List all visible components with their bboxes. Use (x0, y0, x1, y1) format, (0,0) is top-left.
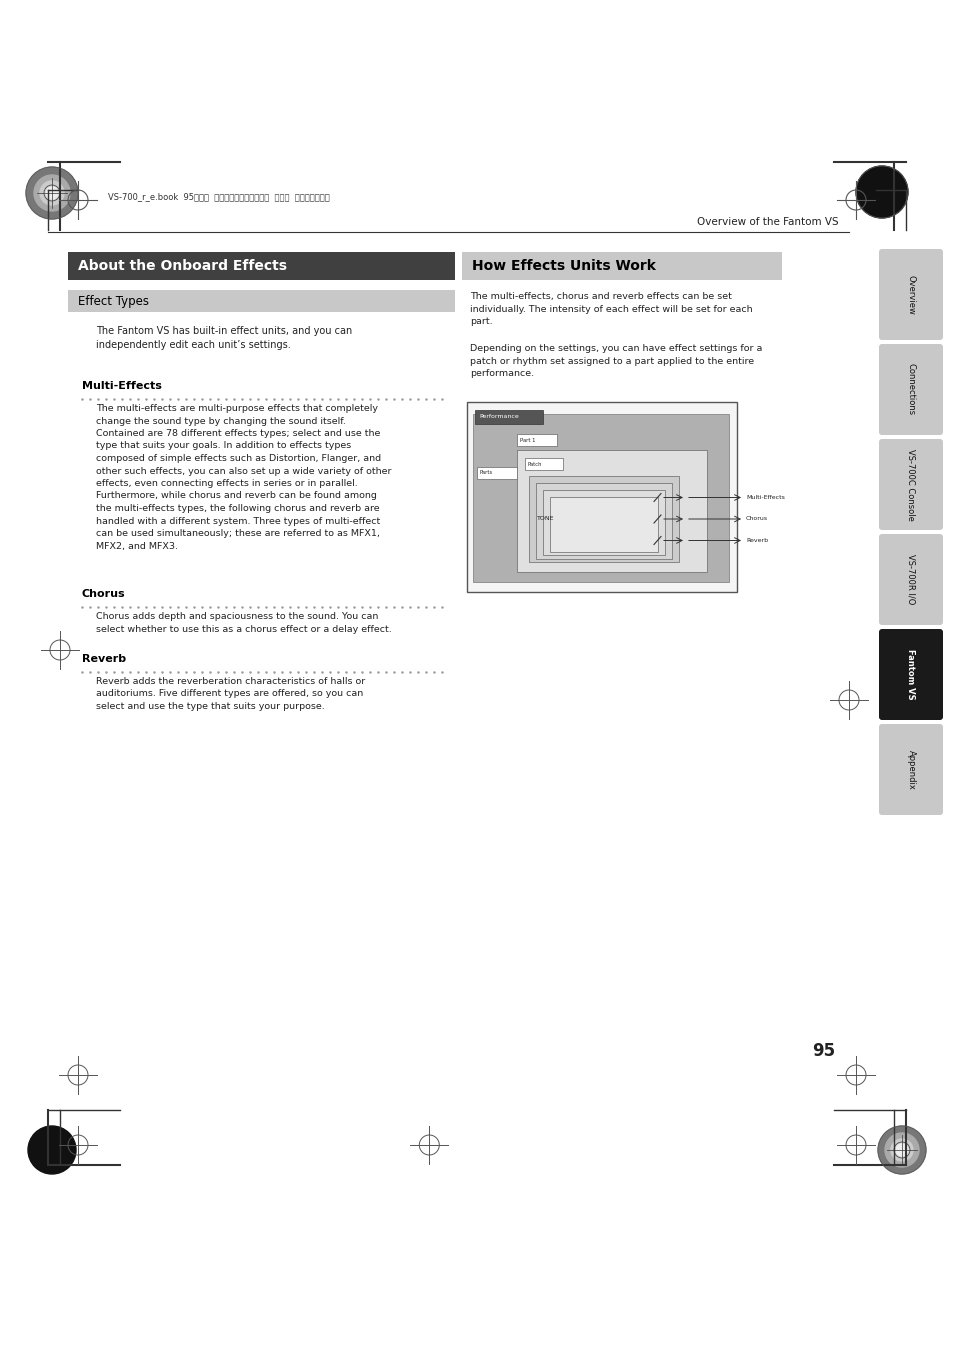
FancyBboxPatch shape (878, 345, 942, 435)
Text: VS-700R I/O: VS-700R I/O (905, 554, 915, 605)
Text: Connections: Connections (905, 363, 915, 416)
Bar (550, 497, 658, 551)
Circle shape (26, 168, 78, 219)
FancyBboxPatch shape (878, 630, 942, 720)
Text: The multi-effects, chorus and reverb effects can be set
individually. The intens: The multi-effects, chorus and reverb eff… (470, 292, 752, 326)
Circle shape (28, 1125, 76, 1174)
FancyBboxPatch shape (878, 439, 942, 530)
Bar (542, 490, 664, 555)
Text: The multi-effects are multi-purpose effects that completely
change the sound typ: The multi-effects are multi-purpose effe… (96, 404, 391, 550)
Text: Reverb adds the reverberation characteristics of halls or
auditoriums. Five diff: Reverb adds the reverberation characteri… (96, 677, 365, 711)
Text: VS-700C Console: VS-700C Console (905, 449, 915, 520)
Text: Multi-Effects: Multi-Effects (82, 381, 162, 390)
Bar (475, 409, 542, 424)
Text: The Fantom VS has built-in effect units, and you can
independently edit each uni: The Fantom VS has built-in effect units,… (96, 326, 352, 350)
Text: Overview: Overview (905, 274, 915, 315)
Bar (536, 484, 671, 558)
Text: Parts: Parts (479, 470, 493, 476)
Circle shape (40, 181, 64, 205)
Bar (68, 290, 455, 312)
Text: Multi-Effects: Multi-Effects (745, 494, 784, 500)
Circle shape (890, 1139, 912, 1161)
Text: Part 1: Part 1 (519, 438, 535, 443)
Text: VS-700_r_e.book  95ページ  ２００８年１１月２０日  木曜日  午後２時２８分: VS-700_r_e.book 95ページ ２００８年１１月２０日 木曜日 午後… (108, 192, 330, 201)
Text: Appendix: Appendix (905, 750, 915, 789)
Circle shape (855, 166, 907, 218)
Bar (473, 413, 728, 582)
Text: About the Onboard Effects: About the Onboard Effects (78, 259, 287, 273)
Text: Performance: Performance (478, 415, 518, 420)
Text: How Effects Units Work: How Effects Units Work (472, 259, 656, 273)
Text: Effect Types: Effect Types (78, 295, 149, 308)
Circle shape (34, 176, 70, 211)
Text: 95: 95 (812, 1042, 835, 1061)
Bar (68, 253, 455, 280)
Circle shape (46, 186, 58, 199)
Bar (467, 403, 737, 592)
FancyBboxPatch shape (878, 249, 942, 340)
Bar (476, 467, 517, 480)
Bar (524, 458, 562, 470)
Text: Patch: Patch (527, 462, 542, 466)
Text: Reverb: Reverb (745, 538, 767, 543)
Text: Reverb: Reverb (82, 654, 126, 663)
Bar (529, 476, 679, 562)
Bar (461, 253, 781, 280)
FancyBboxPatch shape (878, 724, 942, 815)
Text: Chorus adds depth and spaciousness to the sound. You can
select whether to use t: Chorus adds depth and spaciousness to th… (96, 612, 392, 634)
Text: Chorus: Chorus (82, 589, 126, 598)
Circle shape (895, 1144, 907, 1156)
Text: Chorus: Chorus (745, 516, 767, 521)
Circle shape (877, 1125, 925, 1174)
Text: Overview of the Fantom VS: Overview of the Fantom VS (697, 218, 838, 227)
Circle shape (884, 1133, 918, 1167)
Text: Fantom VS: Fantom VS (905, 650, 915, 700)
FancyBboxPatch shape (878, 534, 942, 626)
Bar (517, 450, 706, 571)
Text: Depending on the settings, you can have effect settings for a
patch or rhythm se: Depending on the settings, you can have … (470, 345, 761, 378)
Bar (517, 434, 557, 446)
Text: TONE: TONE (537, 516, 554, 521)
